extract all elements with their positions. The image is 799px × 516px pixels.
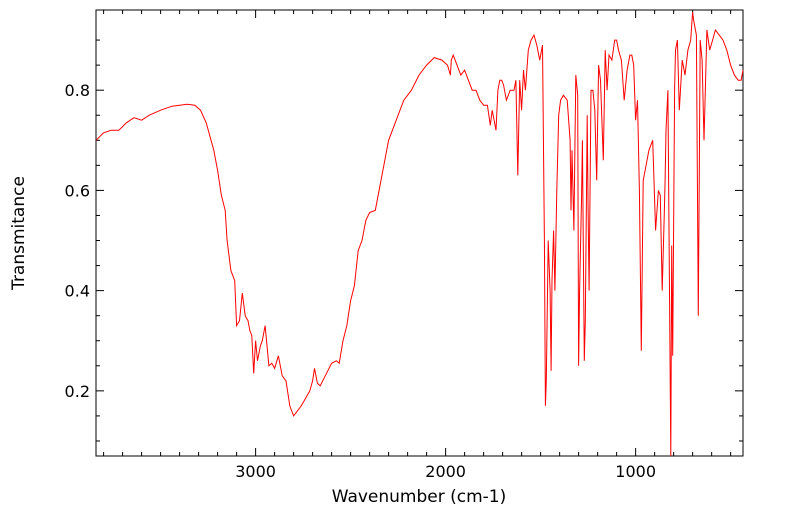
y-tick-label: 0.8 <box>65 81 90 100</box>
y-tick-label: 0.6 <box>65 181 90 200</box>
major-ticks <box>96 10 743 456</box>
y-axis-title: Transmitance <box>9 176 29 291</box>
x-tick-label: 1000 <box>615 462 656 481</box>
x-tick-label: 2000 <box>425 462 466 481</box>
x-tick-label: 3000 <box>235 462 276 481</box>
plot-frame <box>95 9 744 457</box>
y-tick-label: 0.2 <box>65 382 90 401</box>
x-tick-labels: 3000 2000 1000 <box>235 462 656 481</box>
minor-ticks <box>96 10 743 456</box>
y-tick-labels: 0.2 0.4 0.6 0.8 <box>65 81 90 401</box>
x-axis-title: Wavenumber (cm-1) <box>332 487 507 507</box>
y-tick-label: 0.4 <box>65 282 90 301</box>
spectrum-line <box>95 11 744 457</box>
